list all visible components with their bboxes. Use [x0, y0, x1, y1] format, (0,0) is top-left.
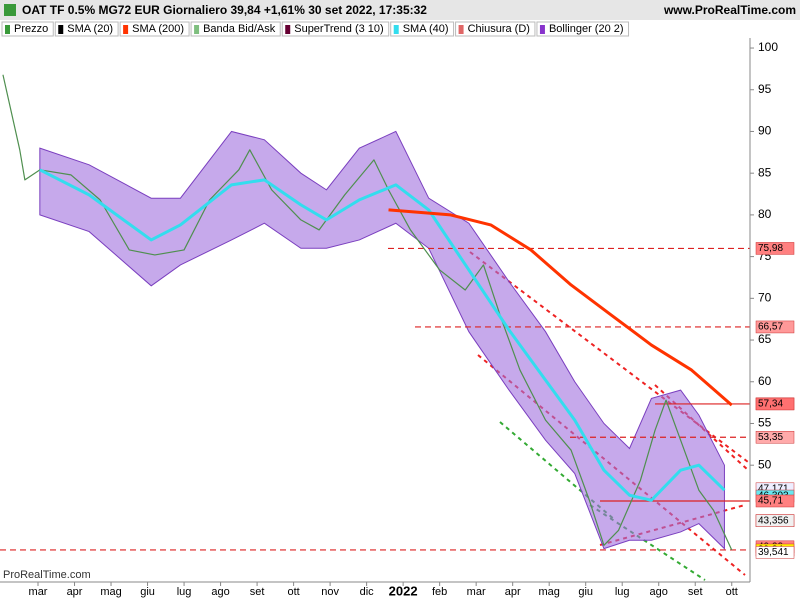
legend-swatch — [123, 25, 129, 34]
site-link: www.ProRealTime.com — [663, 3, 796, 17]
y-tick-label: 50 — [758, 457, 772, 471]
series-line — [39, 168, 726, 502]
legend-item — [119, 21, 190, 37]
plot-area — [0, 74, 750, 581]
x-tick-label: mar — [467, 586, 486, 598]
level-label: 43,356 — [758, 515, 789, 526]
title-bar — [0, 0, 800, 20]
x-tick-label: set — [250, 586, 265, 598]
x-tick-label: mag — [538, 586, 559, 598]
legend-label: Prezzo — [14, 23, 48, 35]
watermark: ProRealTime.com — [3, 569, 91, 581]
x-tick-label: ago — [650, 586, 668, 598]
y-tick-label: 70 — [758, 291, 772, 305]
x-tick-label: feb — [432, 586, 447, 598]
trend-line — [589, 504, 706, 581]
y-tick-label: 55 — [758, 416, 772, 430]
x-tick-label: lug — [615, 586, 630, 598]
legend-swatch — [5, 25, 10, 34]
legend-swatch — [194, 25, 200, 34]
legend-label: Bollinger (20 2) — [549, 23, 624, 35]
x-tick-label: giu — [578, 586, 593, 598]
trend-line — [654, 384, 749, 471]
legend-label: SMA (200) — [132, 23, 184, 35]
level-label: 47,171 — [758, 483, 789, 494]
legend-swatch — [539, 25, 545, 34]
legend-label: SMA (40) — [403, 23, 449, 35]
bollinger-band — [39, 130, 725, 550]
y-tick-label: 95 — [758, 82, 772, 96]
legend-item — [190, 21, 281, 37]
x-tick-label: lug — [177, 586, 192, 598]
level-label: 39,541 — [758, 547, 789, 558]
x-tick-label: giu — [140, 586, 155, 598]
x-tick-label: dic — [360, 586, 375, 598]
x-tick-label: ott — [726, 586, 738, 598]
x-tick-label: apr — [505, 586, 521, 598]
trend-line — [499, 421, 616, 521]
legend: Prezzo SMA (20) SMA (200) Banda Bid/Ask Supe… — [1, 21, 630, 37]
level-label-box — [755, 494, 795, 508]
x-tick-label: apr — [67, 586, 83, 598]
y-tick-label: 60 — [758, 374, 772, 388]
title-icon — [4, 4, 16, 16]
legend-swatch — [458, 25, 464, 34]
legend-swatch — [285, 25, 291, 34]
y-tick-label: 85 — [758, 165, 772, 179]
legend-label: SMA (20) — [67, 23, 113, 35]
legend-label: SuperTrend (3 10) — [294, 23, 383, 35]
legend-item — [455, 21, 536, 37]
legend-swatch — [393, 25, 399, 34]
x-tick-label: nov — [321, 586, 339, 598]
legend-swatch — [58, 25, 64, 34]
y-tick-label: 100 — [758, 40, 778, 54]
legend-item — [54, 21, 119, 37]
legend-item — [536, 21, 630, 37]
level-label: 75,98 — [758, 243, 783, 254]
x-tick-label: ago — [211, 586, 229, 598]
level-label-box — [755, 430, 795, 444]
legend-label: Chiusura (D) — [468, 23, 530, 35]
series-line — [388, 208, 733, 407]
x-tick-label: ott — [287, 586, 299, 598]
legend-label: Banda Bid/Ask — [203, 23, 276, 35]
x-tick-label: 2022 — [389, 583, 418, 598]
legend-item — [281, 21, 390, 37]
y-tick-label: 90 — [758, 124, 772, 138]
level-label-box — [755, 514, 795, 527]
level-label: 66,57 — [758, 322, 783, 333]
chart-title: OAT TF 0.5% MG72 EUR Giornaliero 39,84 +… — [22, 3, 427, 17]
x-tick-label: mar — [29, 586, 48, 598]
legend-item — [390, 21, 455, 37]
level-label: 53,35 — [758, 432, 783, 443]
level-label-box — [755, 546, 795, 559]
level-label-box — [755, 397, 795, 411]
x-tick-label: mag — [100, 586, 121, 598]
y-tick-label: 80 — [758, 207, 772, 221]
y-tick-label: 65 — [758, 332, 772, 346]
legend-item — [1, 21, 54, 37]
level-label: 45,71 — [758, 496, 783, 507]
x-tick-label: set — [688, 586, 703, 598]
level-label-box — [755, 320, 795, 334]
level-label: 57,34 — [758, 399, 783, 410]
level-label-box — [755, 242, 795, 255]
